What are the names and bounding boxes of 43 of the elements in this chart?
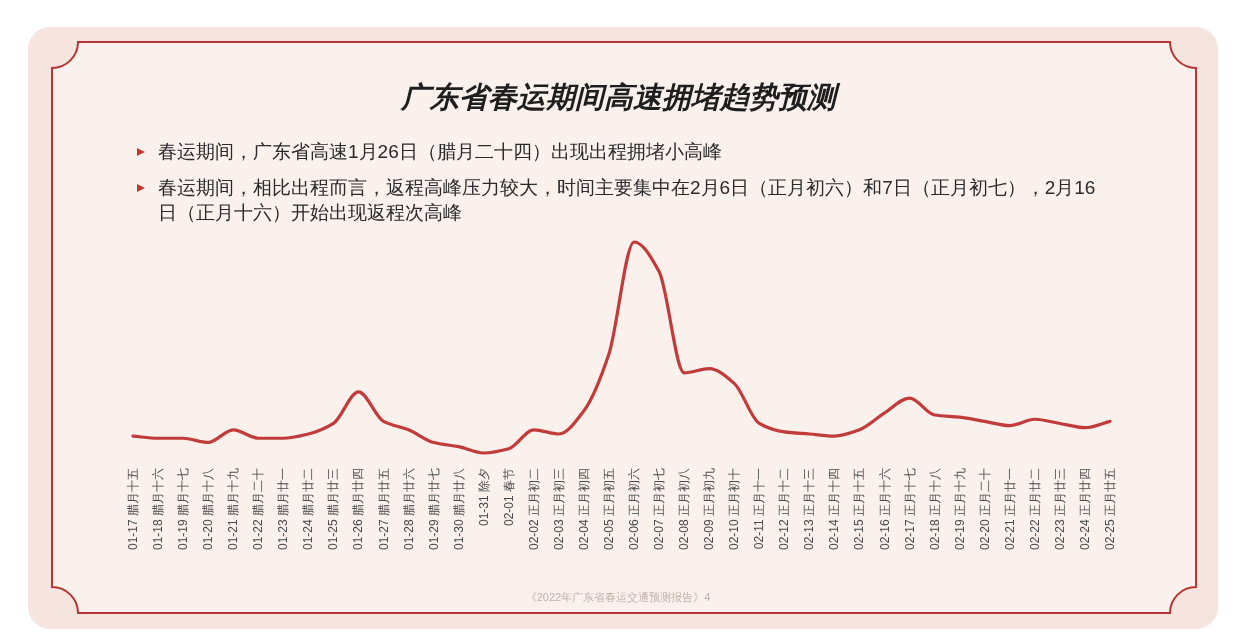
x-tick-label: 02-03 正月初三 — [551, 468, 566, 551]
x-tick-label: 02-08 正月初八 — [677, 468, 692, 551]
x-tick-label: 02-14 正月十四 — [827, 468, 842, 551]
x-tick-label: 01-19 腊月十七 — [176, 468, 191, 551]
x-tick-label: 02-25 正月廿五 — [1103, 468, 1117, 551]
x-tick-label: 02-10 正月初十 — [727, 468, 742, 551]
x-tick-label: 01-27 腊月廿五 — [376, 468, 391, 551]
x-tick-label: 02-11 正月十一 — [752, 468, 767, 550]
x-tick-label: 01-24 腊月廿二 — [301, 468, 316, 551]
x-tick-label: 01-23 腊月廿一 — [276, 468, 291, 551]
x-tick-label: 02-18 正月十八 — [927, 468, 942, 551]
x-tick-label: 02-20 正月二十 — [977, 468, 992, 551]
x-tick-label: 01-21 腊月十九 — [226, 468, 241, 551]
x-tick-label: 01-29 腊月廿七 — [426, 468, 441, 551]
x-tick-label: 01-18 腊月十六 — [151, 468, 166, 551]
x-tick-label: 01-30 腊月廿八 — [451, 468, 466, 551]
x-tick-label: 01-22 腊月二十 — [251, 468, 266, 551]
x-tick-label: 01-25 腊月廿三 — [326, 468, 341, 551]
x-tick-label: 02-06 正月初六 — [627, 468, 642, 551]
text: 春运期间，广东省高速1月26日（腊月二十四）出现出程拥堵小高峰 — [158, 141, 722, 162]
x-tick-label: 02-04 正月初四 — [576, 468, 591, 551]
x-tick-label: 02-05 正月初五 — [601, 468, 616, 551]
x-tick-label: 02-19 正月十九 — [952, 468, 967, 551]
x-tick-label: 01-28 腊月廿六 — [401, 468, 416, 551]
x-tick-label: 02-22 正月廿二 — [1027, 468, 1042, 551]
x-tick-label: 02-16 正月十六 — [877, 468, 892, 551]
x-tick-label: 01-26 腊月廿四 — [351, 468, 366, 551]
x-tick-label: 02-09 正月初九 — [702, 468, 717, 551]
x-tick-label: 01-20 腊月十八 — [201, 468, 216, 551]
x-tick-label: 02-24 正月廿四 — [1077, 468, 1092, 551]
x-tick-label: 02-23 正月廿三 — [1052, 468, 1067, 551]
chart-title: 广东省春运期间高速拥堵趋势预测 — [398, 81, 841, 113]
x-tick-label: 02-02 正月初二 — [526, 468, 541, 551]
x-tick-label: 01-17 腊月十五 — [126, 468, 140, 551]
x-tick-label: 02-12 正月十二 — [777, 468, 792, 551]
x-tick-label: 01-31 除夕 — [476, 468, 491, 527]
x-tick-label: 02-07 正月初七 — [652, 468, 667, 551]
x-tick-label: 02-01 春节 — [501, 468, 516, 527]
x-tick-label: 02-21 正月廿一 — [1002, 468, 1017, 551]
x-tick-label: 02-17 正月十七 — [902, 468, 917, 551]
text: 春运期间，相比出程而言，返程高峰压力较大，时间主要集中在2月6日（正月初六）和7日（正月初七），2月16日（正月十六）开始出现返程次高峰 — [158, 177, 1096, 223]
x-tick-label: 02-15 正月十五 — [852, 468, 867, 551]
x-tick-label: 02-13 正月十三 — [802, 468, 817, 551]
